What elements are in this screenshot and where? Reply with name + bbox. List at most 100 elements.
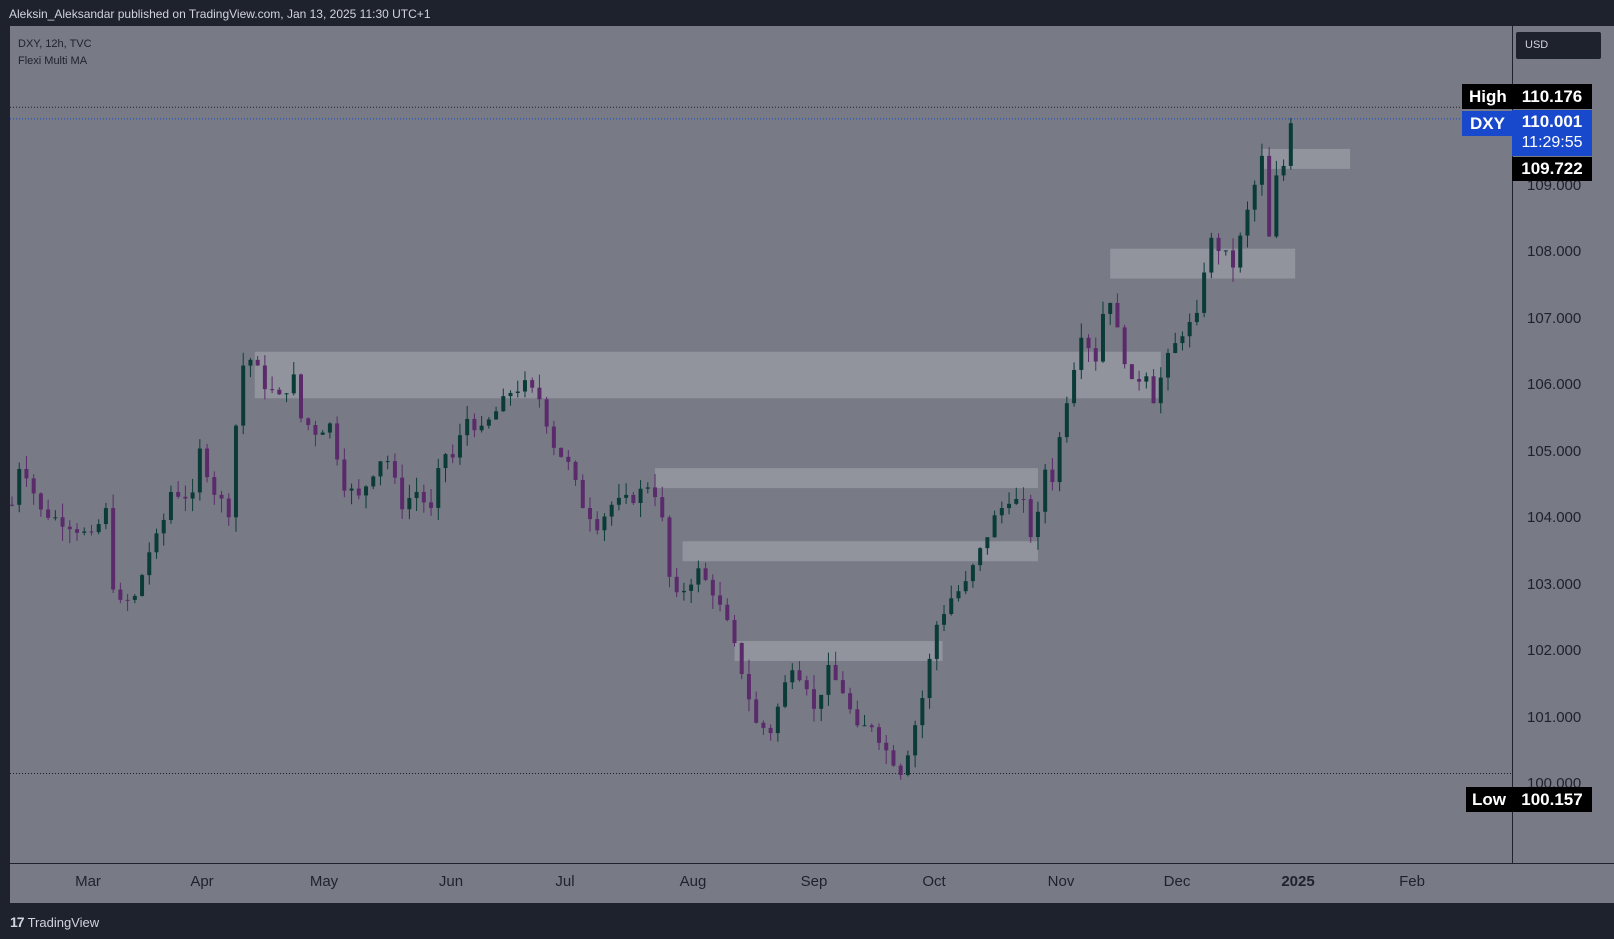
candle-body <box>855 709 860 726</box>
price-tick-label: 105.000 <box>1527 442 1582 460</box>
time-axis[interactable] <box>10 863 1614 903</box>
candle-body <box>501 396 506 412</box>
candle-body <box>522 380 527 392</box>
candle-body <box>183 496 188 499</box>
candle-body <box>486 419 491 426</box>
candle-body <box>190 492 195 499</box>
time-tick-label: Mar <box>75 873 101 890</box>
time-tick-label: Jun <box>438 873 464 890</box>
candle-body <box>631 494 636 504</box>
candle-body <box>392 461 397 478</box>
candle-body <box>927 658 932 699</box>
candle-body <box>681 590 686 593</box>
candle-body <box>1231 250 1236 268</box>
zone-3 <box>734 641 943 661</box>
candle-body <box>1245 209 1250 236</box>
candle-body <box>862 725 867 727</box>
candle-body <box>349 488 354 491</box>
candle-body <box>277 389 282 395</box>
candle-body <box>385 461 390 463</box>
candle-body <box>970 565 975 582</box>
candle-body <box>212 477 217 495</box>
currency-button[interactable]: USD <box>1516 32 1601 59</box>
candle-body <box>1100 313 1105 362</box>
time-tick-label: 2025 <box>1281 873 1315 890</box>
time-tick-label: Sep <box>800 873 828 890</box>
candle-body <box>1281 165 1286 176</box>
candle-body <box>1288 123 1293 166</box>
zone-2 <box>682 541 1038 562</box>
candle-body <box>262 365 267 390</box>
candle-body <box>407 498 412 510</box>
candle-body <box>1122 327 1127 365</box>
candle-body <box>1137 379 1142 382</box>
candle-body <box>1050 469 1055 483</box>
candle-body <box>833 665 838 681</box>
candle-body <box>645 487 650 489</box>
candle-body <box>443 454 448 469</box>
candle-body <box>797 670 802 681</box>
candle-body <box>840 680 845 694</box>
candle-body <box>270 389 275 391</box>
candle-body <box>1166 353 1170 378</box>
candle-body <box>1151 376 1156 404</box>
price-tick-label: 103.000 <box>1527 575 1582 593</box>
candle-body <box>1028 499 1033 538</box>
candle-body <box>465 418 470 436</box>
candle-body <box>75 529 80 533</box>
time-tick-label: Dec <box>1163 873 1191 890</box>
candle-body <box>429 502 434 508</box>
candle-body <box>1021 498 1026 500</box>
candle-body <box>660 497 665 518</box>
candle-body <box>1173 343 1178 354</box>
candle-body <box>1259 155 1264 185</box>
candle-body <box>111 508 116 590</box>
candle-body <box>667 517 672 577</box>
candle-body <box>241 365 246 426</box>
candle-body <box>313 425 318 435</box>
candle-body <box>67 526 72 530</box>
candle-body <box>1093 348 1098 362</box>
candle-body <box>1064 403 1069 438</box>
candle-body <box>1252 184 1257 210</box>
time-tick-label: Aug <box>679 873 707 890</box>
candle-body <box>869 725 874 728</box>
candle-body <box>1238 235 1243 268</box>
candle-body <box>696 568 701 585</box>
candle-body <box>544 399 549 427</box>
tradingview-logo[interactable]: 17 TradingView <box>10 914 99 930</box>
candle-body <box>508 392 513 397</box>
candle-body <box>31 478 36 494</box>
candle-body <box>602 516 607 531</box>
price-tick-label: 106.000 <box>1527 376 1582 393</box>
candle-body <box>284 393 289 395</box>
low-label-badge: Low <box>1466 787 1512 812</box>
candle-body <box>1108 302 1113 314</box>
price-tick-label: 101.000 <box>1527 708 1582 726</box>
candle-body <box>299 374 303 419</box>
candle-body <box>638 488 643 504</box>
candle-body <box>1035 511 1040 538</box>
candle-body <box>710 579 715 596</box>
candle-body <box>559 447 564 457</box>
candle-body <box>1057 437 1062 483</box>
candle-body <box>450 454 455 458</box>
candle-body <box>154 533 159 553</box>
candle-body <box>205 448 210 478</box>
candle-body <box>118 589 123 600</box>
candle-body <box>176 491 181 497</box>
candle-body <box>624 494 629 498</box>
level-badge: 109.722 <box>1512 157 1592 181</box>
candle-body <box>1274 175 1279 237</box>
candle-body <box>905 755 910 775</box>
symbol-price-badge: DXY <box>1462 111 1513 136</box>
candle-body <box>811 689 816 709</box>
candle-body <box>82 531 87 533</box>
candle-body <box>1072 369 1077 404</box>
candle-body <box>1216 237 1221 252</box>
candle-body <box>956 591 961 599</box>
candle-body <box>255 359 260 366</box>
candle-body <box>125 599 130 601</box>
brand-name: TradingView <box>27 914 100 930</box>
candle-body <box>291 374 296 394</box>
